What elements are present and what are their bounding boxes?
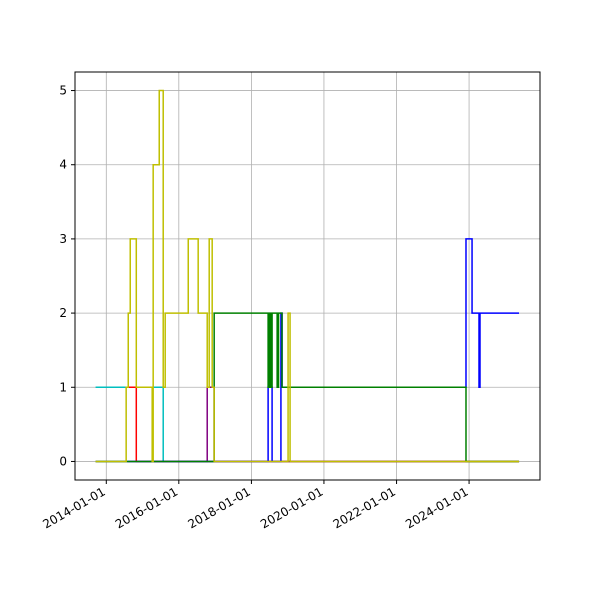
series-line [95, 386, 520, 463]
x-tick-label: 2024-01-01 [403, 484, 470, 531]
x-tick-label: 2016-01-01 [113, 484, 180, 531]
y-tick-label: 4 [59, 158, 67, 172]
series-line [95, 238, 520, 463]
y-tick-label: 2 [59, 306, 67, 320]
series-line [95, 312, 520, 463]
series-line [95, 89, 520, 463]
series-line [127, 386, 520, 463]
y-tick-label: 5 [59, 84, 67, 98]
series-line [126, 386, 520, 463]
x-tick-label: 2022-01-01 [331, 484, 398, 531]
plot-area: 0 1 2 3 4 5 2014-01-01 2016-01-01 2018-01-01 2020… [40, 72, 540, 531]
x-tick-label: 2014-01-01 [40, 484, 107, 531]
x-tick-label: 2018-01-01 [186, 484, 253, 531]
y-tick-label: 0 [59, 454, 67, 468]
y-tick-label: 1 [59, 380, 67, 394]
axes-frame [74, 71, 541, 481]
x-tick-label: 2020-01-01 [258, 484, 325, 531]
y-tick-label: 3 [59, 232, 67, 246]
